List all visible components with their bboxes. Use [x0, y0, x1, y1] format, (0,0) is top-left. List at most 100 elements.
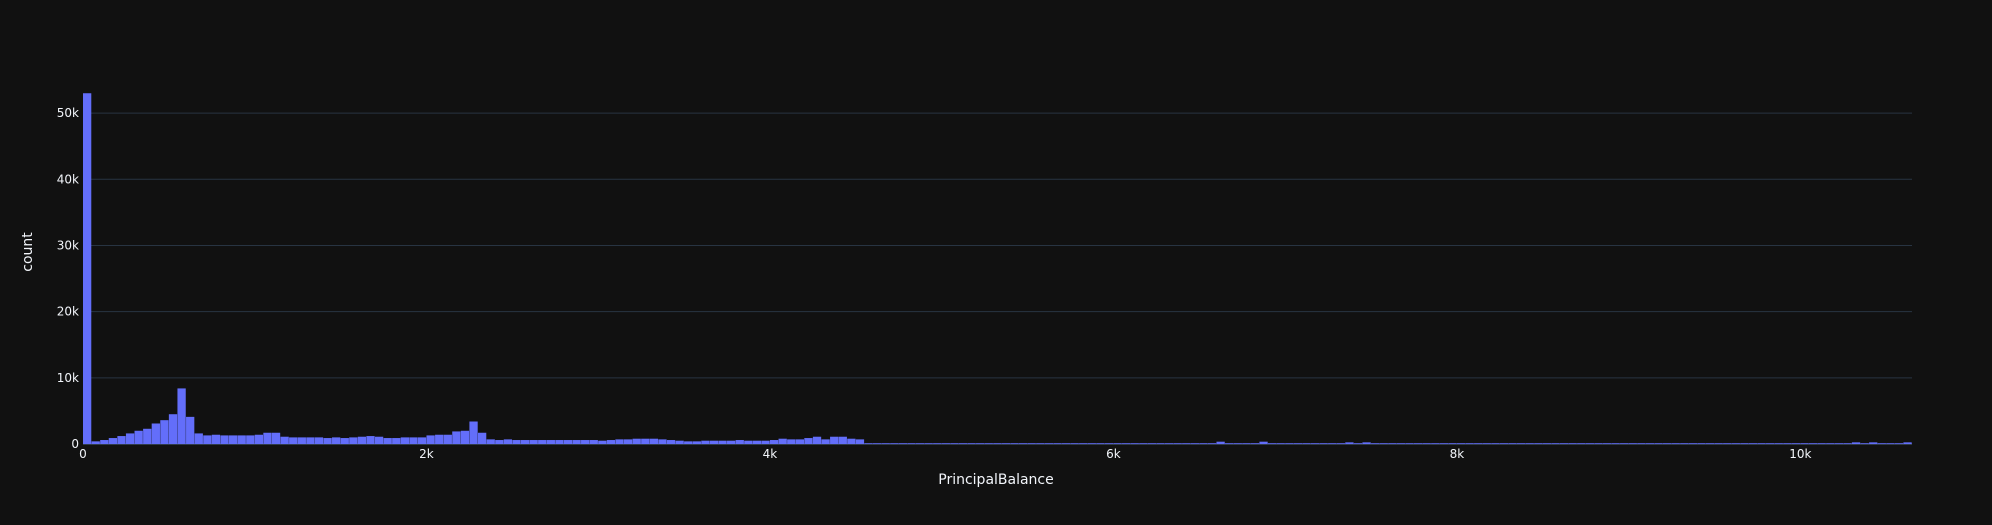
histogram-bar [1740, 443, 1749, 444]
x-tick-label: 2k [419, 447, 434, 461]
histogram-bar [271, 432, 281, 444]
histogram-bar [125, 433, 135, 444]
histogram-bar [572, 440, 581, 444]
histogram-bar [503, 439, 513, 444]
histogram-bar [1345, 442, 1354, 444]
x-tick-label: 4k [763, 447, 778, 461]
histogram-bar [1010, 443, 1019, 444]
histogram-bar [1791, 443, 1801, 444]
histogram-bar [194, 433, 203, 444]
histogram-bar [1568, 443, 1577, 444]
histogram-bar [675, 440, 684, 444]
histogram-bar [1705, 443, 1715, 444]
histogram-bar [392, 438, 401, 444]
histogram-bar [1491, 443, 1500, 444]
histogram-bar [1087, 443, 1096, 444]
histogram-bar [435, 434, 444, 444]
histogram-bar [108, 438, 118, 444]
histogram-bar [186, 416, 195, 444]
histogram-bar [1173, 443, 1182, 444]
histogram-bar [177, 388, 186, 444]
histogram-bar [1070, 443, 1079, 444]
histogram-bar [684, 441, 693, 444]
histogram-bar [1534, 443, 1543, 444]
histogram-bar [1371, 443, 1380, 444]
histogram-bar [744, 440, 753, 444]
histogram-bar [469, 421, 478, 444]
histogram-bar [881, 443, 890, 444]
histogram-bar [1405, 443, 1414, 444]
histogram-bar [1645, 443, 1655, 444]
histogram-bar [1654, 443, 1663, 444]
histogram-bar [1448, 443, 1457, 444]
histogram-bar [1594, 443, 1603, 444]
histogram-bar [1834, 443, 1844, 444]
histogram-bar [984, 443, 993, 444]
histogram-bar [769, 440, 779, 444]
histogram-bar [349, 437, 358, 444]
histogram-bar [1079, 443, 1088, 444]
histogram-bar [280, 436, 289, 444]
histogram-bar [830, 436, 839, 444]
x-axis-ticks: 0 2k 4k 6k 8k 10k [79, 447, 1811, 461]
histogram-bar [1456, 443, 1466, 444]
y-tick-label: 30k [57, 238, 79, 252]
histogram-bar [1886, 443, 1895, 444]
histogram-bar [1688, 443, 1698, 444]
histogram-bar [1826, 443, 1835, 444]
histogram-bar [1362, 442, 1371, 444]
histogram-bar [1817, 443, 1826, 444]
histogram-bar [332, 437, 341, 444]
histogram-bar [1147, 443, 1157, 444]
histogram-bar [1113, 443, 1122, 444]
histogram-bar [1328, 443, 1337, 444]
histogram-bar [323, 438, 332, 444]
histogram-bar [1199, 443, 1208, 444]
histogram-bar [1551, 443, 1560, 444]
histogram-bar [1439, 443, 1449, 444]
histogram-bar [1671, 443, 1680, 444]
x-axis-title: PrincipalBalance [938, 472, 1054, 488]
histogram-bar [890, 443, 899, 444]
histogram-bar [1027, 443, 1036, 444]
histogram-bar [1508, 443, 1517, 444]
histogram-bar [1207, 443, 1217, 444]
histogram-bar [967, 443, 976, 444]
y-tick-label: 10k [57, 371, 79, 385]
histogram-bar [804, 438, 813, 444]
histogram-bar [1680, 443, 1689, 444]
histogram-bar [383, 438, 392, 444]
histogram-bar [1130, 443, 1139, 444]
histogram-bar [417, 437, 427, 444]
histogram-bar [1499, 443, 1509, 444]
histogram-bar [915, 443, 925, 444]
histogram-bar [1190, 443, 1199, 444]
histogram-bar [1585, 443, 1594, 444]
histogram-bar [512, 440, 521, 444]
histogram-bar [426, 435, 435, 444]
histogram-bar [1036, 443, 1045, 444]
histogram-bar [847, 438, 856, 444]
histogram-bar [1808, 443, 1818, 444]
histogram-bar [1388, 443, 1397, 444]
histogram-bar [812, 436, 822, 444]
histogram-bar [1413, 443, 1423, 444]
histogram-bar [623, 439, 633, 444]
histogram-bar [1482, 443, 1491, 444]
histogram-bar [1903, 442, 1912, 444]
histogram-bar [649, 438, 659, 444]
histogram-bar [1293, 443, 1303, 444]
histogram-bar [477, 432, 487, 444]
histogram-bar [168, 414, 178, 444]
histogram-bar [1869, 442, 1878, 444]
histogram-bar [1620, 443, 1629, 444]
gridlines [83, 112, 1912, 445]
histogram-bar [100, 440, 109, 444]
histogram-bar [718, 440, 727, 444]
histogram-bar [1431, 443, 1440, 444]
histogram-bar [374, 436, 384, 444]
histogram-bar [761, 440, 770, 444]
histogram-bar [1542, 443, 1552, 444]
histogram-bar [778, 438, 787, 444]
